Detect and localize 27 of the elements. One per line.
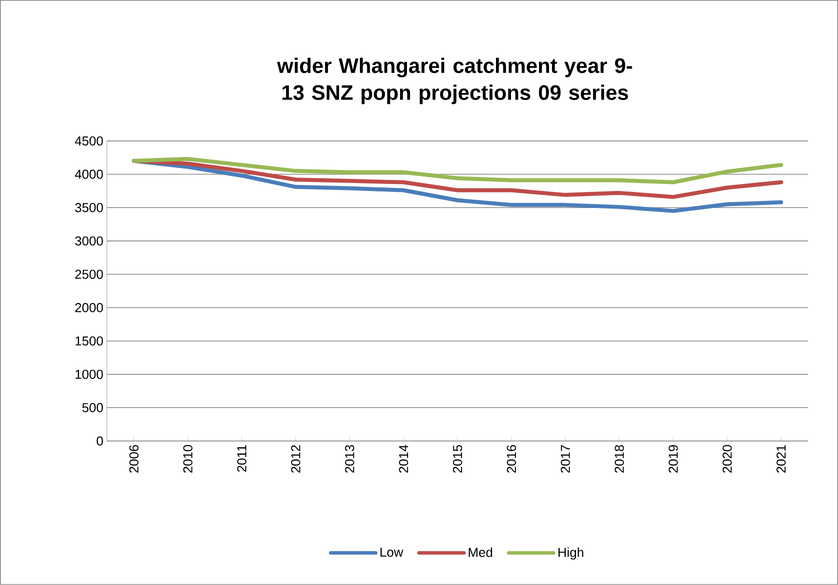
x-tick-label: 2011: [237, 445, 246, 472]
y-tick-label: 2000: [75, 303, 103, 312]
x-tick-label: 2015: [452, 445, 462, 473]
y-tick-label: 4000: [74, 170, 103, 179]
x-tick-label: 2016: [506, 445, 516, 473]
x-tick-label: 2010: [183, 445, 192, 473]
legend-label: Low: [380, 548, 404, 557]
x-tick-label: 2012: [291, 445, 300, 473]
x-tick-label: 2017: [560, 445, 570, 473]
x-tick-label: 2020: [722, 445, 732, 473]
y-tick-label: 1500: [76, 336, 103, 346]
x-tick-label: 2013: [345, 445, 354, 473]
y-tick-label: 0: [96, 436, 103, 446]
y-tick-label: 4500: [74, 136, 103, 146]
y-tick-label: 3000: [75, 236, 103, 246]
y-tick-label: 3500: [75, 203, 103, 212]
x-tick-label: 2021: [776, 445, 786, 473]
x-tick-label: 2014: [398, 444, 408, 473]
x-tick-label: 2018: [614, 445, 624, 473]
chart-title: wider Whangarei catchment year 9-13 SNZ popn projections 09 series: [277, 58, 632, 104]
legend-label: High: [558, 548, 584, 560]
y-tick-label: 1000: [76, 370, 103, 379]
legend-label: Med: [468, 548, 492, 558]
x-tick-label: 2019: [668, 445, 678, 473]
y-tick-label: 500: [82, 403, 103, 412]
y-tick-label: 2500: [75, 270, 103, 279]
x-tick-label: 2006: [129, 445, 138, 473]
